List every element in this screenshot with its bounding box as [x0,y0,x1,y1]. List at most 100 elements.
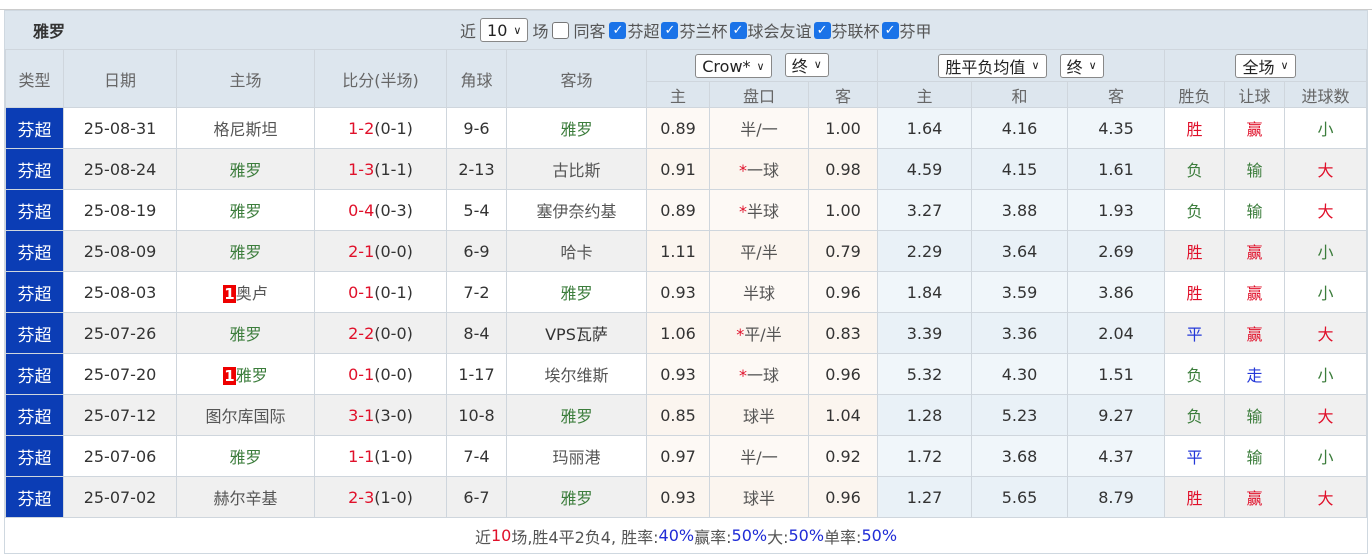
match-result: 平 [1164,312,1226,354]
line-change-mark: * [738,202,747,221]
home-team-name[interactable]: 雅罗 [229,243,262,262]
table-row[interactable]: 芬超 25-08-19 雅罗 0-4(0-3) 5-4 塞伊奈约基 0.89 *… [5,189,1367,231]
period-select[interactable]: 全场 ∨ [1235,53,1296,78]
asian-stage-select[interactable]: 终 ∨ [784,52,829,77]
away-team[interactable]: 古比斯 [506,148,647,190]
match-result: 负 [1164,394,1226,436]
eu-away-odds: 1.51 [1067,353,1166,395]
league-type[interactable]: 芬超 [5,107,64,149]
euro-stage-select[interactable]: 终 ∨ [1059,53,1104,78]
home-team[interactable]: 1雅罗 [176,353,315,395]
league-checkbox[interactable]: ✓ [813,21,831,39]
away-team-name[interactable]: VPS瓦萨 [545,325,608,344]
table-row[interactable]: 芬超 25-07-12 图尔库国际 3-1(3-0) 10-8 雅罗 0.85 … [5,394,1367,436]
eu-draw-odds: 4.30 [971,353,1069,395]
period-selector: 全场 ∨ [1164,49,1367,82]
recent-count-select[interactable]: 10 ∨ [480,18,529,42]
home-team[interactable]: 雅罗 [176,148,315,190]
away-team-name[interactable]: 玛丽港 [552,448,601,467]
goals-result: 小 [1284,230,1367,272]
home-team-name[interactable]: 赫尔辛基 [213,489,278,508]
table-row[interactable]: 芬超 25-08-31 格尼斯坦 1-2(0-1) 9-6 雅罗 0.89 半/… [5,107,1367,149]
eu-home-odds: 3.27 [877,189,973,231]
table-row[interactable]: 芬超 25-08-03 1奥卢 0-1(0-1) 7-2 雅罗 0.93 半球 … [5,271,1367,313]
away-team-name[interactable]: 古比斯 [552,161,601,180]
half-time-score: (0-0) [374,364,413,384]
same-away-label: 同客 [573,22,606,41]
league-type[interactable]: 芬超 [5,189,64,231]
away-team[interactable]: 塞伊奈约基 [506,189,647,231]
away-team[interactable]: 雅罗 [506,476,647,518]
away-team[interactable]: 雅罗 [506,394,647,436]
home-team-name[interactable]: 雅罗 [235,366,268,385]
eu-away-odds: 8.79 [1067,476,1166,518]
away-team-name[interactable]: 埃尔维斯 [544,366,609,385]
home-team[interactable]: 1奥卢 [176,271,315,313]
header-eu-draw: 和 [971,81,1069,108]
home-team-name[interactable]: 雅罗 [229,325,262,344]
home-team-name[interactable]: 雅罗 [229,161,262,180]
league-type[interactable]: 芬超 [5,271,64,313]
away-team[interactable]: 雅罗 [506,271,647,313]
away-team[interactable]: 玛丽港 [506,435,647,477]
league-type[interactable]: 芬超 [5,148,64,190]
away-team[interactable]: 雅罗 [506,107,647,149]
recent-count-value: 10 [487,20,508,40]
league-checkbox[interactable]: ✓ [661,21,679,39]
table-row[interactable]: 芬超 25-07-06 雅罗 1-1(1-0) 7-4 玛丽港 0.97 半/一… [5,435,1367,477]
home-team-name[interactable]: 雅罗 [229,202,262,221]
eu-away-odds: 3.86 [1067,271,1166,313]
filters: 近 10 ∨ 场 同客 ✓ 芬超 ✓ 芬兰杯 ✓ 球会友谊 ✓ 芬联杯 ✓ 芬甲 [460,18,933,42]
away-team[interactable]: 哈卡 [506,230,647,272]
home-team-name[interactable]: 图尔库国际 [205,407,286,426]
goals-result: 小 [1284,435,1367,477]
home-team[interactable]: 雅罗 [176,312,315,354]
league-type[interactable]: 芬超 [5,353,64,395]
table-row[interactable]: 芬超 25-07-20 1雅罗 0-1(0-0) 1-17 埃尔维斯 0.93 … [5,353,1367,395]
home-team-name[interactable]: 格尼斯坦 [213,120,278,139]
corners: 7-4 [446,435,507,477]
league-type[interactable]: 芬超 [5,476,64,518]
eu-home-odds: 1.84 [877,271,973,313]
table-row[interactable]: 芬超 25-07-26 雅罗 2-2(0-0) 8-4 VPS瓦萨 1.06 *… [5,312,1367,354]
home-team[interactable]: 格尼斯坦 [176,107,315,149]
league-type[interactable]: 芬超 [5,435,64,477]
away-team-name[interactable]: 雅罗 [560,284,593,303]
home-team[interactable]: 赫尔辛基 [176,476,315,518]
league-checkbox[interactable]: ✓ [609,21,627,39]
same-away-checkbox[interactable] [552,21,570,39]
ah-line: 平/半 [709,230,809,272]
away-team-name[interactable]: 雅罗 [560,407,593,426]
score: 1-2(0-1) [314,107,447,149]
half-time-score: (1-0) [374,446,413,466]
full-time-score: 2-2 [348,323,375,343]
home-team[interactable]: 雅罗 [176,435,315,477]
ah-away-odds: 0.92 [807,435,879,477]
company-select[interactable]: Crow* ∨ [695,54,772,79]
home-team[interactable]: 图尔库国际 [176,394,315,436]
away-team-name[interactable]: 雅罗 [560,120,593,139]
home-team[interactable]: 雅罗 [176,230,315,272]
league-checkbox[interactable]: ✓ [729,21,747,39]
home-team-name[interactable]: 雅罗 [229,448,262,467]
win-rate: 40% [658,526,695,545]
table-row[interactable]: 芬超 25-08-09 雅罗 2-1(0-0) 6-9 哈卡 1.11 平/半 … [5,230,1367,272]
away-team-name[interactable]: 雅罗 [560,489,593,508]
league-type[interactable]: 芬超 [5,394,64,436]
league-type[interactable]: 芬超 [5,312,64,354]
table-row[interactable]: 芬超 25-07-02 赫尔辛基 2-3(1-0) 6-7 雅罗 0.93 球半… [5,476,1367,518]
away-team-name[interactable]: 塞伊奈约基 [536,202,617,221]
half-time-score: (0-1) [374,118,413,138]
top-border [0,0,1372,10]
home-team[interactable]: 雅罗 [176,189,315,231]
league-checkbox[interactable]: ✓ [881,21,899,39]
away-team[interactable]: 埃尔维斯 [506,353,647,395]
league-type[interactable]: 芬超 [5,230,64,272]
table-row[interactable]: 芬超 25-08-24 雅罗 1-3(1-1) 2-13 古比斯 0.91 *一… [5,148,1367,190]
away-team[interactable]: VPS瓦萨 [506,312,647,354]
ah-line-value: 半/一 [740,448,778,467]
home-team-name[interactable]: 奥卢 [235,284,268,303]
ah-line: 半球 [709,271,809,313]
odds-type-select[interactable]: 胜平负均值 ∨ [938,53,1047,78]
away-team-name[interactable]: 哈卡 [560,243,593,262]
